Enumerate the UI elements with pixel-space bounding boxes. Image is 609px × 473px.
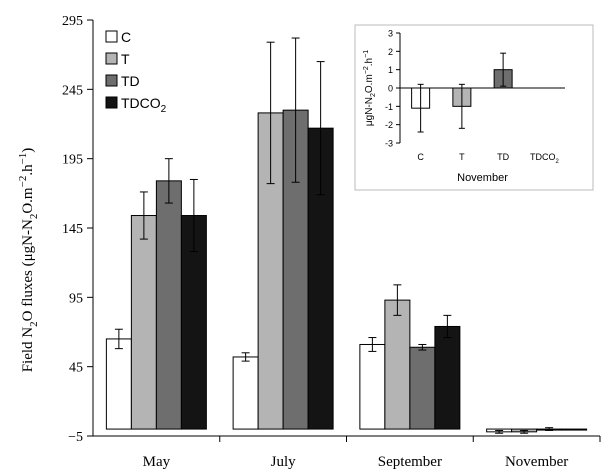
inset-y-tick-label: -2 xyxy=(385,120,393,130)
legend-label: T xyxy=(121,51,130,67)
inset-y-tick-label: -3 xyxy=(385,139,393,149)
bar-tdco2 xyxy=(434,325,461,430)
bar-c xyxy=(105,338,132,430)
main-x-tick-label: September xyxy=(378,454,442,470)
bar-c xyxy=(232,356,259,430)
inset-x-tick-label: T xyxy=(459,152,465,162)
main-y-axis: 295 245 195 145 95 45 −5 xyxy=(62,14,93,445)
inset-x-tick-label: C xyxy=(417,152,424,162)
inset-y-tick-label: 3 xyxy=(388,29,393,39)
inset-frame xyxy=(354,24,594,191)
main-y-axis-label: Field N2O fluxes (μgN-N2O.m−2​.h−1​) xyxy=(17,148,40,373)
inset-chart: 3 2 1 0 -1 -2 -3 C T TD TDCO2​ November μgN-N2O.m−2​… xyxy=(354,24,594,191)
main-x-tick-label: May xyxy=(143,454,171,470)
bar-c xyxy=(359,343,386,430)
main-x-tick-label: July xyxy=(271,454,297,470)
legend-label: TDCO2​ xyxy=(121,95,167,115)
main-x-axis: May July September November xyxy=(143,454,569,470)
main-y-tick-label: 145 xyxy=(62,222,83,237)
main-y-tick-label: 45 xyxy=(69,361,83,376)
bar-t xyxy=(130,215,157,430)
legend: CT TD TDCO2​ xyxy=(105,29,167,115)
bar-td xyxy=(409,346,436,430)
main-y-tick-label: 195 xyxy=(62,153,83,168)
main-y-tick-label: 295 xyxy=(62,14,83,29)
legend-swatch xyxy=(105,52,118,65)
main-y-tick-label: −5 xyxy=(68,430,83,445)
legend-swatch xyxy=(105,96,118,109)
inset-x-tick-label: TDCO2​ xyxy=(530,152,560,165)
bar-tdco2 xyxy=(561,428,588,431)
legend-swatch xyxy=(105,74,118,87)
inset-y-tick-label: 1 xyxy=(388,65,393,75)
legend-label: TD xyxy=(121,73,140,89)
main-y-tick-label: 245 xyxy=(62,83,83,98)
inset-x-axis-label: November xyxy=(457,172,508,184)
main-y-tick-label: 95 xyxy=(69,291,83,306)
inset-y-tick-label: 2 xyxy=(388,47,393,57)
main-frame xyxy=(92,20,601,442)
legend-swatch xyxy=(105,30,118,43)
bar-t xyxy=(384,299,411,430)
inset-y-tick-label: 0 xyxy=(388,84,393,94)
bar-td xyxy=(155,180,182,430)
inset-y-tick-label: -1 xyxy=(385,102,393,112)
legend-label: C xyxy=(121,29,131,45)
main-bars xyxy=(105,37,588,434)
inset-y-axis-label: μgN-N2O.m−2​.h−1​ xyxy=(363,50,377,126)
main-x-tick-label: November xyxy=(505,454,568,470)
inset-x-tick-label: TD xyxy=(497,152,509,162)
